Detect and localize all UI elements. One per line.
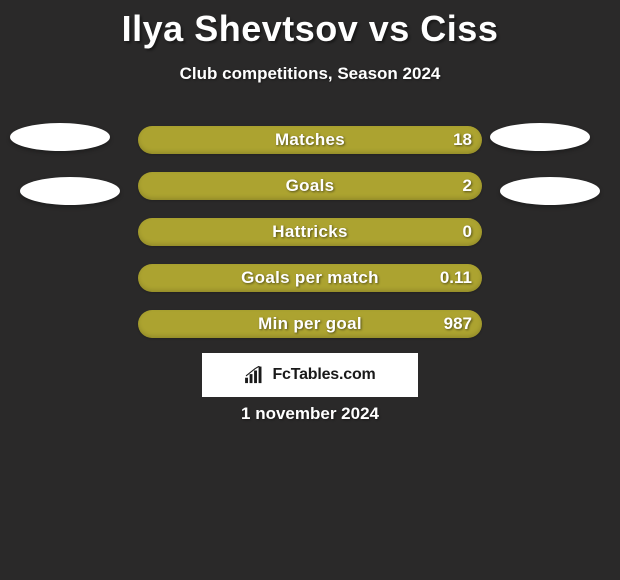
stat-label: Min per goal: [258, 314, 362, 334]
stat-bar: Goals 2: [138, 172, 482, 200]
page-title: Ilya Shevtsov vs Ciss: [0, 0, 620, 50]
stat-bar: Hattricks 0: [138, 218, 482, 246]
stat-label: Matches: [275, 130, 345, 150]
stat-bar: Goals per match 0.11: [138, 264, 482, 292]
stat-label: Hattricks: [272, 222, 347, 242]
stat-row: Goals per match 0.11: [0, 264, 620, 292]
stat-bar: Min per goal 987: [138, 310, 482, 338]
logo-text: FcTables.com: [272, 366, 375, 384]
decorative-ellipse: [490, 123, 590, 151]
stat-value: 18: [453, 130, 472, 150]
chart-icon: [244, 366, 266, 384]
stat-label: Goals per match: [241, 268, 379, 288]
stat-bar: Matches 18: [138, 126, 482, 154]
stat-row: Hattricks 0: [0, 218, 620, 246]
stat-value: 0.11: [440, 268, 472, 288]
stat-value: 987: [444, 314, 472, 334]
stat-value: 0: [463, 222, 472, 242]
page-subtitle: Club competitions, Season 2024: [0, 64, 620, 84]
stat-row: Min per goal 987: [0, 310, 620, 338]
decorative-ellipse: [10, 123, 110, 151]
date-text: 1 november 2024: [0, 404, 620, 424]
stat-value: 2: [463, 176, 472, 196]
stat-rows: Matches 18 Goals 2 Hattricks 0 Goals per match…: [0, 126, 620, 338]
decorative-ellipse: [20, 177, 120, 205]
logo-box: FcTables.com: [202, 353, 418, 397]
decorative-ellipse: [500, 177, 600, 205]
stat-label: Goals: [286, 176, 335, 196]
